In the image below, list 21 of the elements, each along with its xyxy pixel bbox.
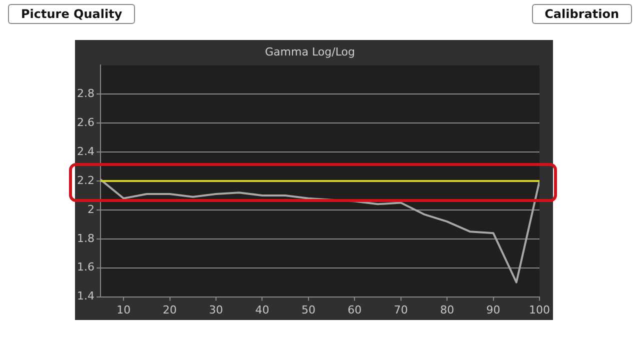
x-tick-label: 20	[162, 303, 177, 316]
chart-title: Gamma Log/Log	[265, 45, 355, 58]
x-tick-label: 70	[394, 303, 408, 316]
x-tick-label: 40	[255, 303, 270, 316]
y-tick-label: 1.6	[76, 260, 94, 274]
x-tick-label: 90	[486, 303, 500, 316]
x-tick-label: 50	[301, 303, 316, 316]
y-tick-label: 1.4	[76, 290, 94, 303]
x-tick-label: 10	[116, 303, 131, 316]
x-tick-label: 100	[529, 303, 550, 316]
y-tick-label: 2.2	[76, 174, 94, 187]
y-tick-label: 2	[87, 202, 94, 216]
y-tick-label: 2.8	[76, 87, 94, 100]
text: Calibration	[532, 4, 632, 24]
text: Picture Quality	[8, 4, 136, 24]
x-tick-label: 80	[440, 303, 454, 316]
x-tick-label: 60	[348, 303, 362, 316]
y-tick-label: 1.8	[76, 232, 94, 245]
y-tick-label: 2.4	[76, 144, 94, 158]
x-tick-label: 30	[209, 303, 224, 316]
y-tick-label: 2.6	[76, 116, 94, 129]
